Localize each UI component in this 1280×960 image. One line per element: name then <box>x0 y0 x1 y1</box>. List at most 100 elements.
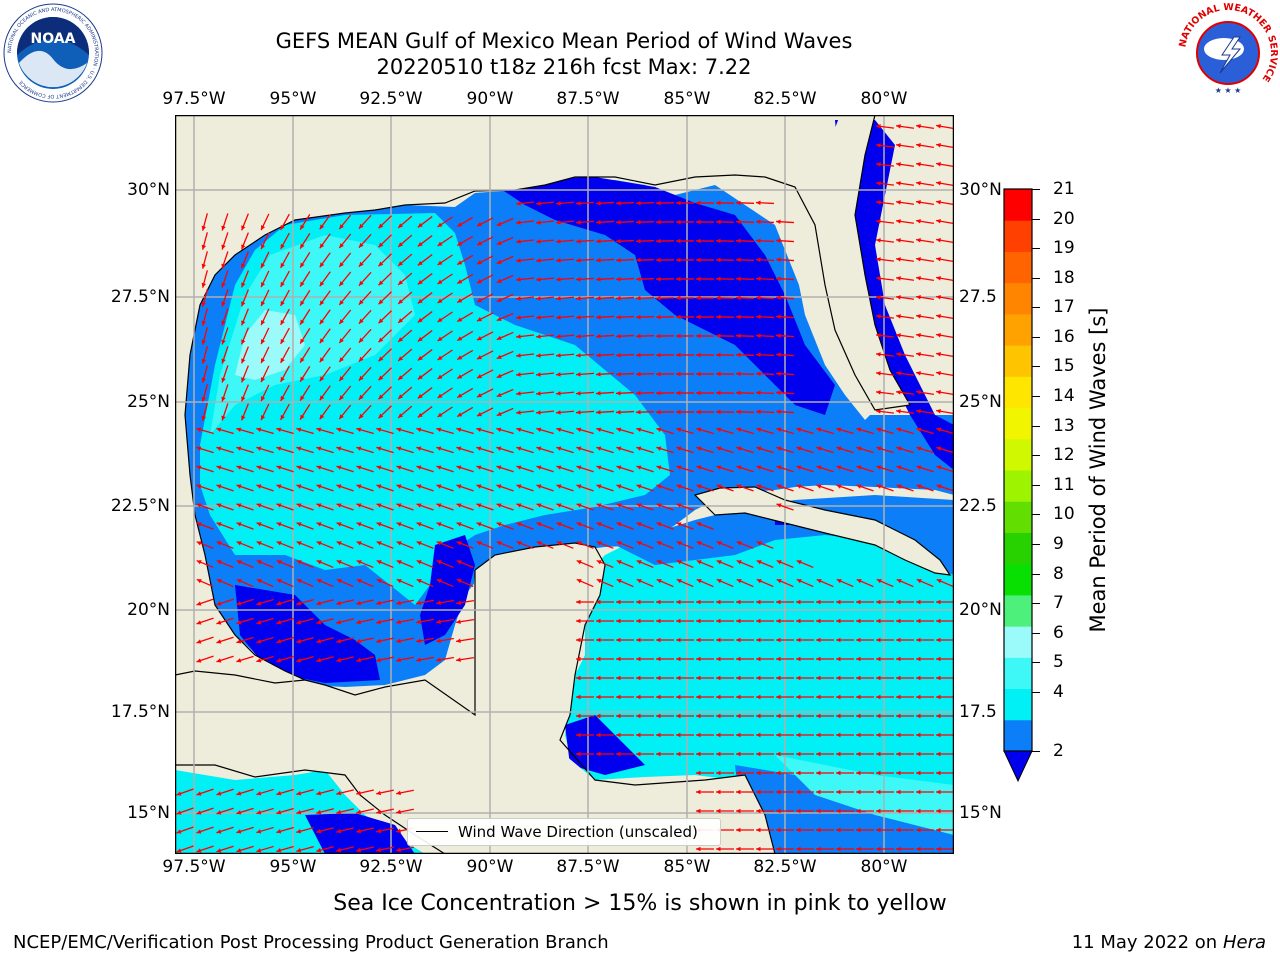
wave-direction-arrow <box>735 371 755 377</box>
wave-direction-arrow <box>436 559 454 569</box>
wave-direction-arrow <box>378 234 392 248</box>
wave-direction-arrow <box>616 559 634 569</box>
colorbar-tick-mark <box>1032 425 1040 427</box>
wave-direction-arrow <box>456 522 474 530</box>
wave-direction-arrow <box>476 350 494 360</box>
wave-direction-arrow <box>316 656 334 663</box>
wave-direction-arrow <box>836 675 854 681</box>
wave-direction-arrow <box>416 656 434 663</box>
wave-direction-arrow <box>276 484 294 492</box>
wave-direction-arrow <box>875 143 895 148</box>
wave-direction-arrow <box>236 559 254 569</box>
wave-direction-arrow <box>276 807 294 815</box>
wave-direction-arrow <box>436 618 454 624</box>
wave-direction-arrow <box>875 257 895 262</box>
wave-direction-arrow <box>376 789 394 796</box>
wave-direction-arrow <box>736 808 754 814</box>
wave-direction-arrow <box>656 503 674 511</box>
wave-direction-arrow <box>260 289 270 307</box>
wave-direction-arrow <box>216 446 234 454</box>
wave-direction-arrow <box>336 446 354 454</box>
wave-direction-arrow <box>456 465 474 473</box>
wave-direction-arrow <box>316 446 334 454</box>
wave-direction-arrow <box>256 788 274 796</box>
wave-direction-arrow <box>856 846 874 852</box>
wave-direction-arrow <box>856 578 874 588</box>
wave-direction-arrow <box>916 578 934 588</box>
wave-direction-arrow <box>656 541 674 549</box>
wave-direction-arrow <box>596 541 614 549</box>
wave-direction-arrow <box>796 751 814 757</box>
wave-direction-arrow <box>319 271 331 287</box>
wave-direction-arrow <box>715 276 735 282</box>
wave-direction-arrow <box>515 372 535 377</box>
wave-direction-arrow <box>916 599 934 605</box>
wave-direction-arrow <box>338 366 352 382</box>
wave-direction-arrow <box>936 656 954 662</box>
colorbar-cell <box>1004 501 1032 533</box>
wave-direction-arrow <box>736 446 754 454</box>
wave-direction-arrow <box>676 732 694 738</box>
wave-direction-arrow <box>856 656 874 662</box>
wave-direction-arrow <box>536 541 554 549</box>
wave-direction-arrow <box>676 522 694 530</box>
wave-direction-arrow <box>338 347 352 363</box>
wave-direction-arrow <box>319 309 331 325</box>
colorbar-cell <box>1004 470 1032 502</box>
wave-direction-arrow <box>417 406 433 418</box>
wave-direction-arrow <box>496 427 514 435</box>
wave-direction-arrow <box>576 637 594 643</box>
wave-direction-arrow <box>756 751 774 757</box>
wave-direction-arrow <box>916 295 934 301</box>
wave-direction-arrow <box>535 239 555 244</box>
wave-direction-arrow <box>276 503 294 511</box>
wave-direction-arrow <box>336 789 354 796</box>
wave-direction-arrow <box>755 314 775 320</box>
wave-direction-arrow <box>296 808 314 815</box>
wave-direction-arrow <box>756 675 774 681</box>
lon-tick-label: 87.5°W <box>556 89 620 109</box>
wave-direction-arrow <box>655 333 675 339</box>
wave-direction-arrow <box>280 213 290 231</box>
wave-direction-arrow <box>936 314 954 320</box>
wave-direction-arrow <box>196 807 214 815</box>
wave-direction-arrow <box>836 770 854 776</box>
wave-direction-arrow <box>936 675 954 681</box>
wave-direction-arrow <box>358 385 372 401</box>
wave-direction-arrow <box>299 233 311 249</box>
wave-direction-arrow <box>936 694 954 700</box>
wave-direction-arrow <box>276 655 294 663</box>
wave-direction-arrow <box>595 296 615 301</box>
wave-direction-arrow <box>895 390 915 395</box>
wave-direction-arrow <box>296 656 314 663</box>
wave-direction-arrow <box>716 427 734 435</box>
wave-direction-arrow <box>496 369 514 379</box>
wave-direction-arrow <box>296 789 314 796</box>
wave-direction-arrow <box>436 427 454 435</box>
wave-direction-arrow <box>496 312 514 322</box>
wave-direction-arrow <box>556 446 574 454</box>
wave-direction-arrow <box>476 388 494 398</box>
wave-direction-arrow <box>276 788 294 796</box>
wave-direction-arrow <box>636 541 654 549</box>
wave-direction-arrow <box>615 257 635 263</box>
wave-direction-arrow <box>436 503 454 511</box>
wave-direction-arrow <box>378 405 392 419</box>
wave-direction-arrow <box>196 578 214 588</box>
wave-direction-arrow <box>555 277 575 282</box>
wave-direction-arrow <box>575 334 595 339</box>
wave-direction-arrow <box>276 578 294 588</box>
wave-direction-arrow <box>776 446 794 454</box>
wave-direction-arrow <box>636 522 654 530</box>
colorbar-cell <box>1004 282 1032 315</box>
wave-direction-arrow <box>276 541 294 549</box>
wave-direction-arrow <box>236 522 254 530</box>
wave-direction-arrow <box>836 427 854 435</box>
wave-direction-arrow <box>916 352 934 358</box>
wave-direction-arrow <box>816 637 834 643</box>
wave-direction-arrow <box>535 353 555 358</box>
colorbar-tick-label: 11 <box>1053 474 1075 495</box>
wave-direction-arrow <box>836 465 854 473</box>
wave-direction-arrow <box>576 465 594 473</box>
wave-direction-arrow <box>221 384 229 402</box>
